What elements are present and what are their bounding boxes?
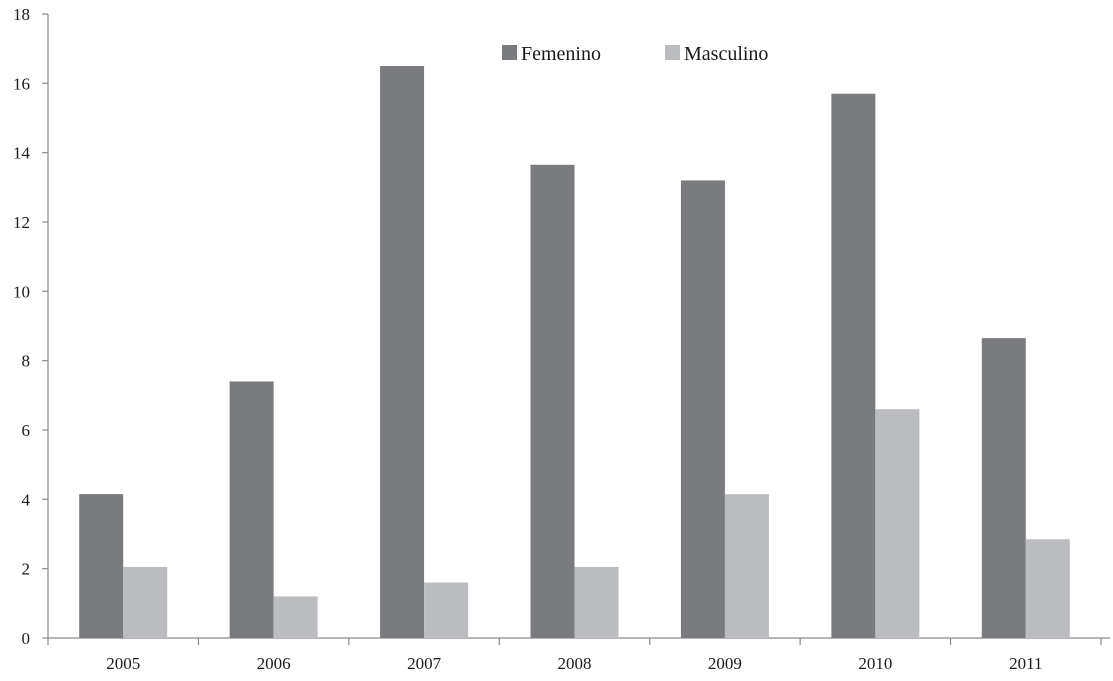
y-tick-label: 6 <box>22 421 31 440</box>
bar-femenino-2007 <box>380 66 425 638</box>
bar-femenino-2010 <box>831 93 876 638</box>
legend-label-masculino: Masculino <box>684 43 768 65</box>
legend: Femenino Masculino <box>502 43 768 65</box>
bar-femenino-2011 <box>981 338 1026 638</box>
bar-femenino-2005 <box>79 494 124 638</box>
bar-masculino-2005 <box>123 566 168 638</box>
y-tick-label: 8 <box>22 352 31 371</box>
legend-swatch-masculino <box>665 45 680 60</box>
tick-labels: 0 2 4 6 8 10 12 14 16 18 2005 2006 2007 2008 2009 2010 2… <box>13 5 1042 673</box>
x-tick-label: 2005 <box>106 654 140 673</box>
x-tick-label: 2010 <box>858 654 892 673</box>
bar-masculino-2008 <box>574 566 619 638</box>
bar-masculino-2011 <box>1025 539 1070 638</box>
x-tick-label: 2006 <box>257 654 291 673</box>
x-tick-label: 2011 <box>1009 654 1042 673</box>
bar-femenino-2009 <box>680 180 725 638</box>
y-tick-label: 2 <box>22 560 31 579</box>
y-tick-label: 10 <box>13 282 30 301</box>
y-tick-label: 14 <box>13 144 31 163</box>
bar-masculino-2010 <box>875 409 920 638</box>
x-tick-label: 2007 <box>407 654 442 673</box>
bars <box>79 66 1070 639</box>
bar-masculino-2009 <box>724 494 769 638</box>
legend-swatch-femenino <box>502 45 517 60</box>
bar-femenino-2008 <box>530 164 575 639</box>
bar-masculino-2006 <box>273 596 318 638</box>
y-tick-label: 16 <box>13 74 30 93</box>
y-tick-label: 4 <box>22 490 31 509</box>
x-tick-label: 2009 <box>708 654 742 673</box>
y-tick-label: 12 <box>13 213 30 232</box>
x-tick-label: 2008 <box>558 654 592 673</box>
axes <box>42 13 1110 645</box>
y-tick-label: 0 <box>22 629 31 648</box>
bar-femenino-2006 <box>229 381 274 638</box>
legend-label-femenino: Femenino <box>521 43 601 65</box>
bar-masculino-2007 <box>424 582 469 638</box>
y-tick-label: 18 <box>13 5 30 24</box>
